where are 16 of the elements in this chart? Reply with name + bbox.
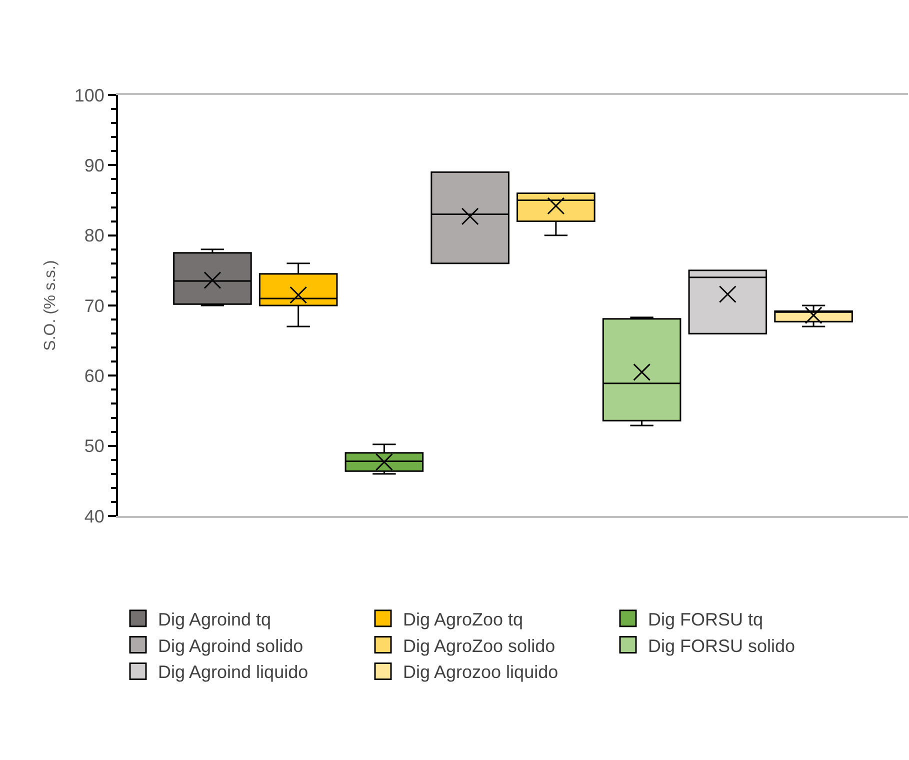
y-tick-label: 50 <box>84 436 104 456</box>
y-tick-label: 90 <box>84 155 104 176</box>
legend-label: Dig Agroind liquido <box>158 662 308 682</box>
y-axis-title: S.O. (% s.s.) <box>42 260 59 351</box>
y-tick-label: 80 <box>84 226 104 246</box>
legend-label: Dig Agroind solido <box>158 636 304 656</box>
legend-label: Dig Agroind tq <box>158 609 272 630</box>
y-tick-label: 40 <box>84 506 104 526</box>
legend-label: Dig AgroZoo tq <box>403 609 524 630</box>
y-tick-label: 100 <box>74 85 104 106</box>
legend-label: Dig FORSU solido <box>648 636 796 656</box>
y-tick-label: 70 <box>84 296 104 316</box>
y-tick-label: 60 <box>84 366 104 386</box>
legend-label: Dig Agrozoo liquido <box>403 662 558 682</box>
legend-label: Dig FORSU tq <box>648 609 764 630</box>
legend-label: Dig AgroZoo solido <box>403 636 556 656</box>
